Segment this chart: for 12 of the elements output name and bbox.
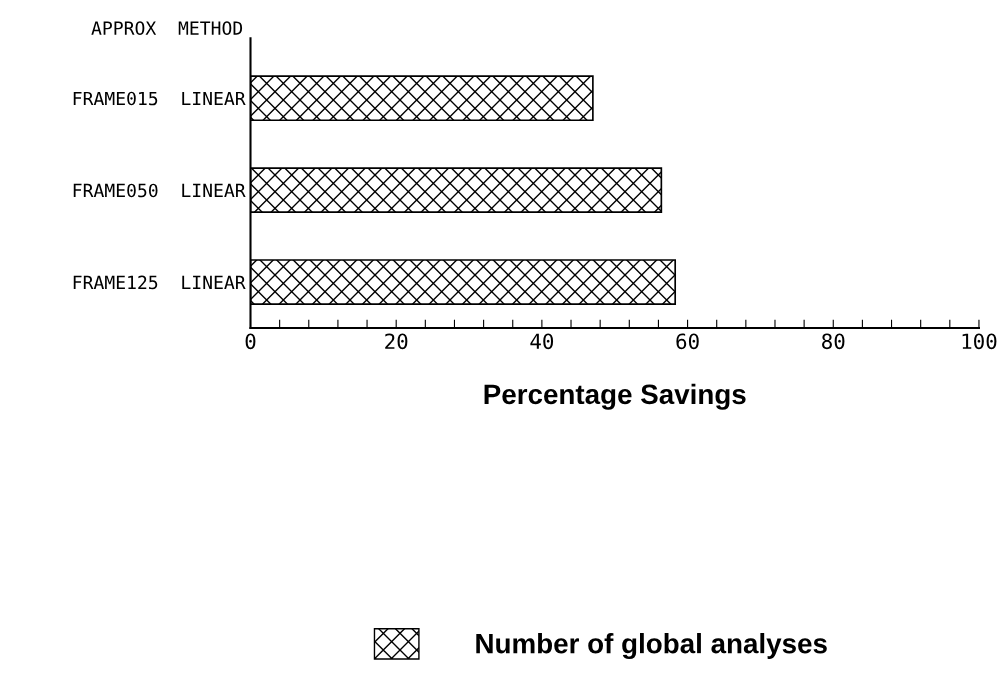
x-tick-label: 100 xyxy=(962,333,997,350)
x-axis-title: Percentage Savings xyxy=(484,383,746,410)
text: APPROX METHOD xyxy=(91,21,243,35)
x-tick-label: 60 xyxy=(676,333,699,350)
y-tick-label: FRAME125 LINEAR xyxy=(73,275,246,290)
y-tick-label: FRAME015 LINEAR xyxy=(73,91,246,106)
x-tick-label: 40 xyxy=(530,333,554,350)
x-tick-label: 0 xyxy=(245,333,256,350)
y-tick-label: FRAME050 LINEAR xyxy=(73,183,246,198)
legend-label: Number of global analyses xyxy=(476,633,827,660)
x-tick-label: 20 xyxy=(385,333,408,350)
x-tick-label: 80 xyxy=(822,333,845,350)
